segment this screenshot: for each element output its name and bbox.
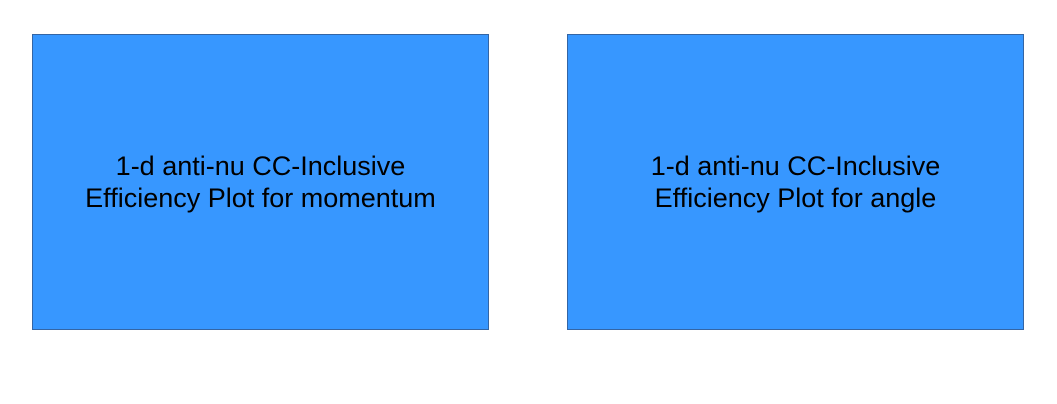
placeholder-text-momentum: 1-d anti-nu CC-Inclusive Efficiency Plot… xyxy=(85,150,436,214)
placeholder-box-momentum: 1-d anti-nu CC-Inclusive Efficiency Plot… xyxy=(32,34,489,330)
box-title-line: 1-d anti-nu CC-Inclusive xyxy=(115,151,406,181)
box-title-line: 1-d anti-nu CC-Inclusive xyxy=(650,151,941,181)
placeholder-text-angle: 1-d anti-nu CC-Inclusive Efficiency Plot… xyxy=(651,150,941,214)
box-subtitle-line: Efficiency Plot for angle xyxy=(654,183,937,213)
placeholder-box-angle: 1-d anti-nu CC-Inclusive Efficiency Plot… xyxy=(567,34,1024,330)
box-subtitle-line: Efficiency Plot for momentum xyxy=(85,183,436,213)
